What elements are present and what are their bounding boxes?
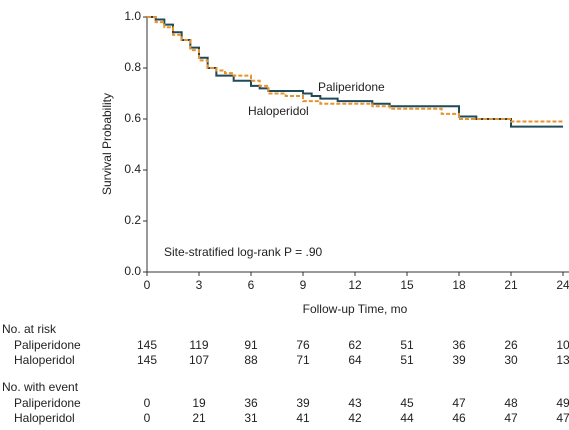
- row-label: Paliperidone: [14, 338, 81, 352]
- y-tick-label: 0.0: [124, 264, 141, 278]
- y-tick-label: 0.4: [124, 162, 141, 176]
- table-value: 62: [348, 338, 362, 352]
- x-tick-label: 3: [196, 278, 203, 292]
- table-value: 39: [296, 396, 310, 410]
- x-tick-label: 6: [248, 278, 255, 292]
- table-value: 51: [400, 338, 414, 352]
- table-value: 10: [556, 338, 569, 352]
- table-value: 21: [192, 411, 206, 425]
- series-label: Paliperidone: [318, 80, 385, 94]
- y-axis-title: Survival Probability: [100, 93, 114, 195]
- x-tick-label: 24: [556, 278, 569, 292]
- table-value: 0: [144, 411, 151, 425]
- table-value: 44: [400, 411, 414, 425]
- y-tick-label: 0.6: [124, 111, 141, 125]
- y-tick-label: 1.0: [124, 9, 141, 23]
- table-value: 19: [192, 396, 206, 410]
- annotation: Site-stratified log-rank P = .90: [164, 245, 323, 259]
- table-value: 88: [244, 353, 258, 367]
- table-value: 76: [296, 338, 310, 352]
- table-value: 47: [452, 396, 466, 410]
- y-tick-label: 0.2: [124, 213, 141, 227]
- table-title: No. at risk: [2, 322, 57, 336]
- series-label: Haloperidol: [248, 104, 309, 118]
- table-value: 0: [144, 396, 151, 410]
- table-value: 47: [504, 411, 518, 425]
- x-tick-label: 0: [144, 278, 151, 292]
- x-tick-label: 21: [504, 278, 518, 292]
- row-label: Haloperidol: [14, 411, 75, 425]
- y-tick-label: 0.8: [124, 60, 141, 74]
- survival-curve: [147, 16, 563, 128]
- table-value: 26: [504, 338, 518, 352]
- table-value: 45: [400, 396, 414, 410]
- x-tick-label: 15: [400, 278, 414, 292]
- table-value: 36: [244, 396, 258, 410]
- row-label: Paliperidone: [14, 396, 81, 410]
- table-value: 145: [137, 338, 157, 352]
- table-value: 64: [348, 353, 362, 367]
- table-value: 107: [189, 353, 209, 367]
- survival-curve: [147, 16, 563, 123]
- table-value: 42: [348, 411, 362, 425]
- table-value: 43: [348, 396, 362, 410]
- x-tick-label: 18: [452, 278, 466, 292]
- table-value: 145: [137, 353, 157, 367]
- table-value: 31: [244, 411, 258, 425]
- table-value: 39: [452, 353, 466, 367]
- row-label: Haloperidol: [14, 353, 75, 367]
- table-value: 30: [504, 353, 518, 367]
- table-value: 91: [244, 338, 258, 352]
- table-value: 47: [556, 411, 569, 425]
- table-value: 13: [556, 353, 569, 367]
- table-value: 71: [296, 353, 310, 367]
- table-value: 119: [189, 338, 208, 352]
- x-tick-label: 9: [300, 278, 307, 292]
- table-value: 46: [452, 411, 466, 425]
- table-value: 51: [400, 353, 414, 367]
- table-value: 48: [504, 396, 518, 410]
- x-axis-title: Follow-up Time, mo: [303, 302, 408, 316]
- table-value: 41: [296, 411, 310, 425]
- x-tick-label: 12: [348, 278, 362, 292]
- table-value: 36: [452, 338, 466, 352]
- table-value: 49: [556, 396, 569, 410]
- table-title: No. with event: [2, 380, 79, 394]
